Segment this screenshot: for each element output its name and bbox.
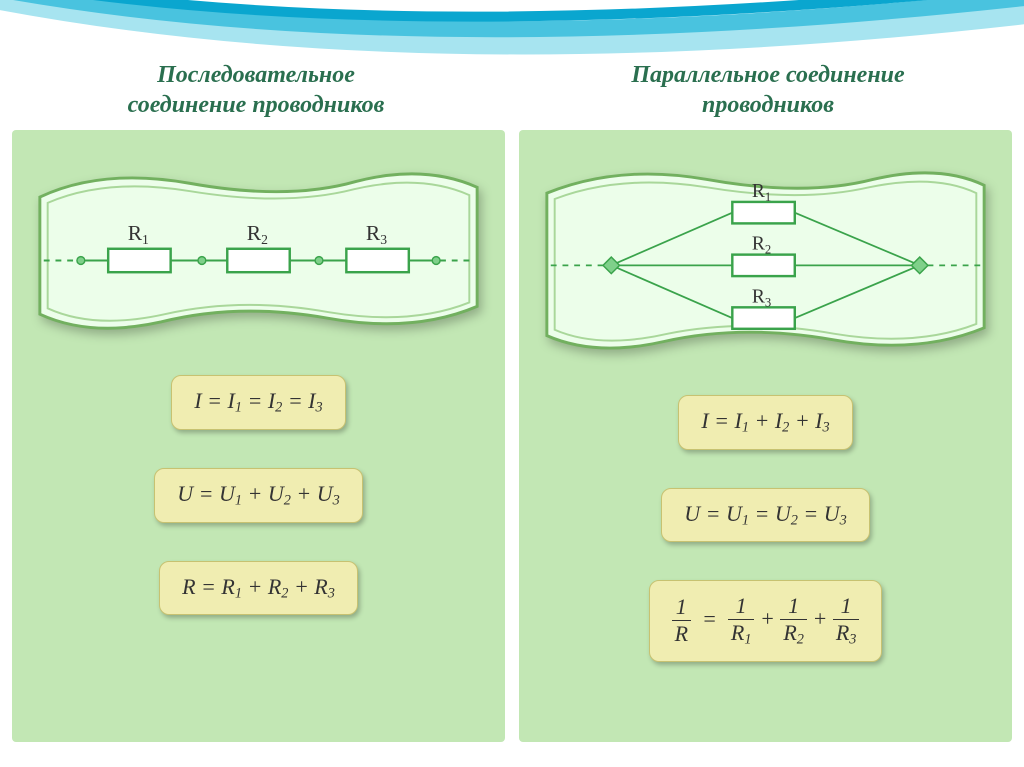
title-right-line1: Параллельное соединение — [631, 62, 904, 88]
formula-text: U = U1 + U2 + U3 — [177, 481, 340, 510]
title-right: Параллельное соединение проводников — [512, 60, 1024, 120]
formula-text: R = R1 + R2 + R3 — [182, 574, 335, 603]
formula-text: 1R = 1R1 + 1R2 + 1R3 — [672, 593, 860, 649]
formula-text: U = U1 = U2 = U3 — [684, 501, 847, 530]
formula-box: R = R1 + R2 + R3 — [159, 561, 358, 616]
formula-text: I = I1 = I2 = I3 — [194, 388, 322, 417]
title-left-line2: соединение проводников — [128, 92, 385, 118]
parallel-diagram-card: R1 R2 R3 — [541, 158, 990, 363]
parallel-circuit-svg: R1 R2 R3 — [541, 158, 990, 363]
title-right-line2: проводников — [702, 92, 834, 118]
series-formula-stack: I = I1 = I2 = I3 U = U1 + U2 + U3 R = R1 +… — [26, 375, 491, 615]
panel-series: R1 R2 R3 I = I1 = I2 = I3 U = U1 + U2 + U… — [12, 130, 505, 742]
svg-text:R1: R1 — [752, 181, 771, 204]
title-left-line1: Последовательное — [157, 62, 355, 88]
parallel-formula-stack: I = I1 + I2 + I3 U = U1 = U2 = U3 1R = 1R1… — [533, 395, 998, 662]
formula-box: I = I1 + I2 + I3 — [678, 395, 852, 450]
formula-box: I = I1 = I2 = I3 — [171, 375, 345, 430]
formula-box: U = U1 = U2 = U3 — [661, 488, 870, 543]
title-left: Последовательное соединение проводников — [0, 60, 512, 120]
formula-box: U = U1 + U2 + U3 — [154, 468, 363, 523]
formula-box: 1R = 1R1 + 1R2 + 1R3 — [649, 580, 883, 662]
series-circuit-svg: R1 R2 R3 — [34, 158, 483, 343]
formula-text: I = I1 + I2 + I3 — [701, 408, 829, 437]
panel-parallel: R1 R2 R3 I = I1 + I2 + I3 U = U1 = U2 = U… — [519, 130, 1012, 742]
panels-row: R1 R2 R3 I = I1 = I2 = I3 U = U1 + U2 + U… — [0, 130, 1024, 756]
titles-row: Последовательное соединение проводников П… — [0, 0, 1024, 130]
series-diagram-card: R1 R2 R3 — [34, 158, 483, 343]
